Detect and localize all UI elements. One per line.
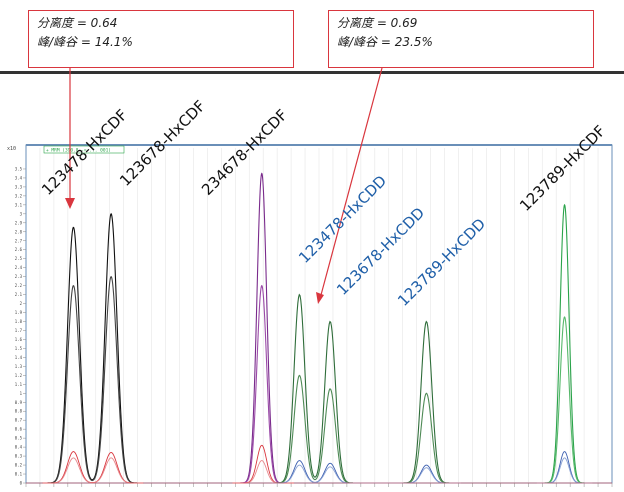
y-tick-label: 0.1 <box>15 472 23 477</box>
y-tick-label: 1.1 <box>15 382 23 387</box>
y-tick-label: 3.4 <box>15 175 23 180</box>
y-tick-label: 3.3 <box>15 184 23 189</box>
y-tick-label: 0.3 <box>15 454 23 459</box>
peak-label-123789-hxcdf: 123789-HxCDF <box>516 122 609 215</box>
arrow-head-left <box>65 198 75 209</box>
y-tick-label: 3.2 <box>15 193 23 198</box>
y-tick-label: 1.4 <box>15 355 23 360</box>
y-tick-label: 2.2 <box>15 283 23 288</box>
series-lines <box>26 172 612 484</box>
resolution-text: 分离度 = 0.64 <box>37 16 118 30</box>
y-tick-label: 1.6 <box>15 337 23 342</box>
y-tick-label: 1.5 <box>15 346 23 351</box>
series-trace-darkgreen-2 <box>271 460 462 484</box>
y-tick-label: 2.7 <box>15 238 23 243</box>
y-tick-label: 2.4 <box>15 265 23 270</box>
y-tick-label: 3 <box>20 211 23 216</box>
y-tick-label: 1.3 <box>15 364 23 369</box>
y-tick-label: 0.8 <box>15 409 23 414</box>
legend-text: + MRM (390.8 -> ... 001) <box>46 148 111 154</box>
y-tick-label: 0 <box>20 481 23 486</box>
y-tick-label: 1.9 <box>15 310 23 315</box>
series-trace-black-1 <box>42 275 144 484</box>
y-tick-label: 1.8 <box>15 319 23 324</box>
y-axis-unit: x10 <box>7 146 16 152</box>
series-trace-black-3 <box>42 457 144 484</box>
y-tick-label: 0.5 <box>15 436 23 441</box>
y-tick-label: 0.9 <box>15 400 23 405</box>
peak-valley-text: 峰/峰谷 = 23.5% <box>337 35 433 49</box>
series-trace-darkgreen-0 <box>271 293 462 484</box>
series-trace-darkgreen-1 <box>271 374 462 484</box>
divider-line <box>0 71 624 74</box>
y-tick-label: 0.7 <box>15 418 23 423</box>
y-tick-label: 2.5 <box>15 256 23 261</box>
peak-valley-text: 峰/峰谷 = 14.1% <box>37 35 133 49</box>
y-tick-label: 2.9 <box>15 220 23 225</box>
y-tick-label: 3.1 <box>15 202 23 207</box>
y-tick-label: 2.8 <box>15 229 23 234</box>
y-tick-label: 2.1 <box>15 292 23 297</box>
arrow-line-right <box>320 67 383 296</box>
resolution-text: 分离度 = 0.69 <box>337 16 418 30</box>
annotation-box-right: 分离度 = 0.69 峰/峰谷 = 23.5% <box>328 10 594 68</box>
grid-lines <box>25 148 613 483</box>
arrow-head-right <box>316 292 324 304</box>
legend-box <box>43 145 125 154</box>
y-tick-label: 0.2 <box>15 463 23 468</box>
y-tick-label: 1.7 <box>15 328 23 333</box>
x-axis-ticks <box>25 483 613 487</box>
y-tick-label: 0.4 <box>15 445 23 450</box>
y-tick-label: 1.2 <box>15 373 23 378</box>
y-axis-ticks: 3.5 3.4 3.3 3.2 3.1 3 2.9 2.8 2.7 2.6 2.5 2.4 2.3 2.2… <box>15 166 26 486</box>
y-tick-label: 2.3 <box>15 274 23 279</box>
y-tick-label: 2 <box>20 301 23 306</box>
y-tick-label: 3.5 <box>15 166 23 171</box>
y-tick-label: 2.6 <box>15 247 23 252</box>
y-tick-label: 0.6 <box>15 427 23 432</box>
peak-label-123678-hxcdf: 123678-HxCDF <box>116 97 209 190</box>
annotation-box-left: 分离度 = 0.64 峰/峰谷 = 14.1% <box>28 10 294 68</box>
series-trace-black-0 <box>42 212 144 484</box>
y-tick-label: 1 <box>20 391 23 396</box>
